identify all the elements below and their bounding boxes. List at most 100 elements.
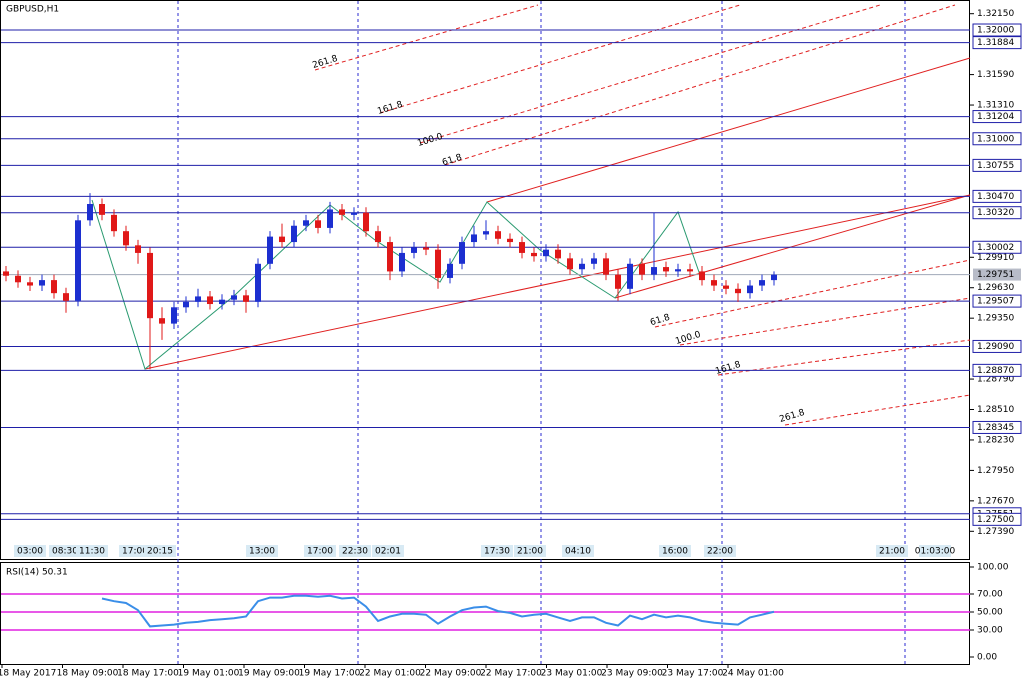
y-tick-label: 1.29350 <box>977 314 1014 324</box>
rsi-title: RSI(14) 50.31 <box>6 568 68 578</box>
candle-body <box>39 280 45 286</box>
candle-body <box>567 258 573 270</box>
candle-body <box>447 263 453 278</box>
candle-body <box>255 263 261 302</box>
current-price-box <box>973 268 1021 281</box>
candle-body <box>435 249 441 278</box>
y-tick-label: 1.28790 <box>977 375 1014 385</box>
candle-body <box>723 285 729 289</box>
y-tick-label: 30.00 <box>977 626 1003 636</box>
candle-body <box>363 212 369 232</box>
x-tick-label: 24 May 01:00 <box>722 669 784 679</box>
level-label: 1.28870 <box>977 366 1014 376</box>
time-box <box>704 545 736 557</box>
candle-body <box>711 280 717 286</box>
candle-body <box>207 296 213 305</box>
fib-label: 100.0 <box>674 330 702 347</box>
time-box <box>76 545 108 557</box>
time-box <box>304 545 336 557</box>
candle-body <box>519 242 525 253</box>
level-label: 1.32000 <box>977 26 1014 36</box>
level-box <box>972 240 1022 254</box>
candle-body <box>423 247 429 250</box>
candle-body <box>351 212 357 215</box>
candle-body <box>735 288 741 294</box>
candle-body <box>495 231 501 239</box>
x-tick-label: 22 May 01:00 <box>359 669 421 679</box>
candle-body <box>603 258 609 275</box>
y-tick-label: 1.28510 <box>977 405 1014 415</box>
y-tick-label: 1.32150 <box>977 9 1014 19</box>
y-tick-label: 1.28230 <box>977 435 1014 445</box>
time-box <box>14 545 46 557</box>
main-frame <box>0 0 970 560</box>
time-box <box>246 545 278 557</box>
candle-body <box>471 234 477 243</box>
level-box <box>972 36 1022 50</box>
level-box <box>972 189 1022 203</box>
y-tick-label: 1.27670 <box>977 496 1014 506</box>
candle-body <box>507 238 513 243</box>
rsi-line <box>101 594 775 628</box>
candle-body <box>231 295 237 300</box>
candle-body <box>759 280 765 286</box>
time-box <box>144 545 176 557</box>
level-label: 1.30755 <box>977 161 1014 171</box>
candle-body <box>279 236 285 243</box>
candle-body <box>51 280 57 294</box>
candle-body <box>747 285 753 294</box>
candle-body <box>579 263 585 270</box>
candle-body <box>159 318 165 324</box>
x-tick-label: 18 May 2017 <box>0 669 56 679</box>
time-box <box>49 545 81 557</box>
time-label: 17:00 <box>307 547 333 557</box>
time-label: 11:30 <box>79 547 105 557</box>
candle-body <box>87 203 93 221</box>
time-box <box>562 545 594 557</box>
candle-body <box>375 231 381 243</box>
level-box <box>972 363 1022 377</box>
level-box <box>972 132 1022 146</box>
candle-body <box>99 203 105 215</box>
candle-body <box>771 274 777 281</box>
chart-title: GBPUSD,H1 <box>6 5 59 15</box>
fib-label: 161.8 <box>376 100 404 117</box>
level-box <box>972 158 1022 172</box>
time-box <box>372 545 404 557</box>
time-box <box>514 545 546 557</box>
level-label: 1.30470 <box>977 192 1014 202</box>
x-tick-label: 19 May 17:00 <box>299 669 361 679</box>
candle-body <box>543 249 549 257</box>
time-label: 04:10 <box>565 547 591 557</box>
level-label: 1.28345 <box>977 423 1014 433</box>
candle-body <box>339 209 345 215</box>
level-label: 1.29090 <box>977 342 1014 352</box>
x-tick-label: 19 May 01:00 <box>178 669 240 679</box>
candle-body <box>399 252 405 272</box>
pitchfork <box>144 4 971 426</box>
level-box <box>972 23 1022 37</box>
x-tick-label: 22 May 17:00 <box>480 669 542 679</box>
candle-body <box>171 307 177 324</box>
candle-body <box>75 220 81 301</box>
candle-body <box>219 299 225 305</box>
y-tick-label: 1.31590 <box>977 70 1014 80</box>
candle-body <box>291 225 297 243</box>
candle-body <box>327 209 333 228</box>
candle-body <box>591 258 597 264</box>
current-price-label: 1.29751 <box>977 270 1014 280</box>
level-box <box>972 206 1022 220</box>
y-tick-label: 1.27390 <box>977 527 1014 537</box>
candle-body <box>639 263 645 275</box>
fib-label: 261.8 <box>311 54 339 71</box>
candle-body <box>387 242 393 272</box>
time-label: 08:30 <box>52 547 78 557</box>
candle-body <box>615 274 621 289</box>
time-box <box>659 545 691 557</box>
candle-body <box>3 271 9 276</box>
candle-body <box>111 214 117 232</box>
candle-body <box>699 271 705 281</box>
time-box <box>919 545 951 557</box>
time-label: 17:00 <box>122 547 148 557</box>
